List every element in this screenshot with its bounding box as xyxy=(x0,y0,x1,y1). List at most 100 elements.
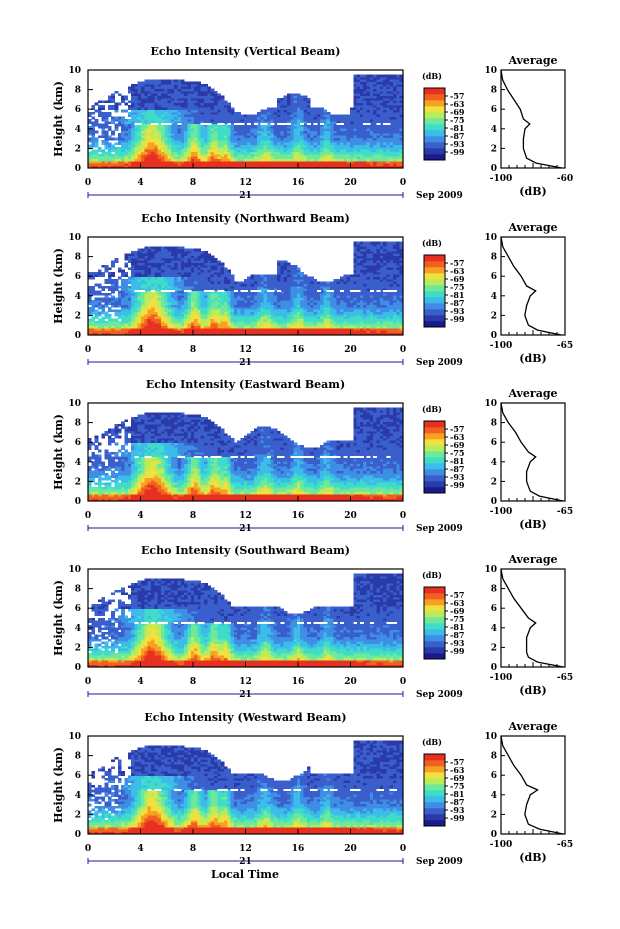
heatmap-cell xyxy=(260,130,265,134)
heatmap-cell xyxy=(124,265,129,268)
heatmap-cell xyxy=(170,316,175,320)
heatmap-cell xyxy=(88,119,92,122)
heatmap-cell xyxy=(177,300,182,303)
heatmap-cell xyxy=(141,142,145,146)
heatmap-cell xyxy=(107,112,112,115)
heatmap-cell xyxy=(277,300,281,303)
heatmap-cell xyxy=(399,105,404,108)
heatmap-cell xyxy=(141,119,145,122)
heatmap-cell xyxy=(210,332,215,336)
heatmap-cell xyxy=(316,133,321,136)
heatmap-cell xyxy=(197,267,202,271)
heatmap-cell xyxy=(286,279,291,282)
heatmap-cell xyxy=(343,121,348,125)
bright-band-gap xyxy=(363,122,368,125)
heatmap-cell xyxy=(117,116,122,120)
heatmap-cell xyxy=(393,142,397,146)
heatmap-cell xyxy=(233,323,238,327)
heatmap-cell xyxy=(373,112,377,115)
heatmap-cell xyxy=(207,253,212,257)
heatmap-cell xyxy=(207,154,212,157)
bright-band-gap xyxy=(270,122,275,125)
heatmap-cell xyxy=(313,109,318,113)
heatmap-cell xyxy=(379,79,384,83)
heatmap-cell xyxy=(160,262,165,266)
heatmap-cell xyxy=(320,128,324,132)
heatmap-cell xyxy=(340,137,344,141)
heatmap-cell xyxy=(88,311,92,315)
heatmap-cell xyxy=(373,133,377,136)
heatmap-cell xyxy=(396,84,401,87)
heatmap-cell xyxy=(389,135,394,139)
heatmap-cell xyxy=(293,307,298,310)
heatmap-cell xyxy=(137,93,142,97)
heatmap-cell xyxy=(353,84,357,87)
heatmap-cell xyxy=(286,323,291,327)
heatmap-cell xyxy=(376,147,381,150)
heatmap-cell xyxy=(194,142,198,146)
heatmap-cell xyxy=(356,137,361,141)
heatmap-cell xyxy=(97,314,102,317)
heatmap-cell xyxy=(253,321,258,324)
colorbar-swatch xyxy=(424,142,445,149)
heatmap-cell xyxy=(240,123,245,127)
heatmap-cell xyxy=(144,86,149,90)
heatmap-cell xyxy=(164,325,168,329)
heatmap-cell xyxy=(267,279,271,282)
heatmap-cell xyxy=(220,116,225,120)
heatmap-cell xyxy=(174,251,178,254)
heatmap-cell xyxy=(383,100,387,104)
heatmap-cell xyxy=(336,156,341,160)
heatmap-cell xyxy=(210,88,215,92)
heatmap-cell xyxy=(240,325,245,329)
heatmap-cell xyxy=(170,321,175,324)
heatmap-cell xyxy=(200,302,205,306)
heatmap-cell xyxy=(210,297,215,301)
heatmap-cell xyxy=(223,121,228,125)
heatmap-cell xyxy=(180,98,185,101)
heatmap-cell xyxy=(111,144,115,148)
heatmap-cell xyxy=(280,265,285,268)
heatmap-cell xyxy=(227,112,231,115)
heatmap-cell xyxy=(91,276,96,280)
heatmap-cell xyxy=(97,154,102,157)
heatmap-cell xyxy=(151,107,155,111)
heatmap-cell xyxy=(277,281,281,285)
heatmap-cell xyxy=(353,121,357,125)
heatmap-cell xyxy=(177,288,182,292)
heatmap-cell xyxy=(233,126,238,129)
heatmap-cell xyxy=(170,328,175,331)
heatmap-cell xyxy=(247,281,251,285)
heatmap-cell xyxy=(250,297,255,301)
heatmap-cell xyxy=(194,300,198,303)
heatmap-cell xyxy=(293,332,298,336)
heatmap-cell xyxy=(160,311,165,315)
heatmap-cell xyxy=(174,95,178,99)
heatmap-cell xyxy=(230,307,235,310)
heatmap-cell xyxy=(356,105,361,108)
heatmap-cell xyxy=(389,91,394,94)
heatmap-cell xyxy=(233,114,238,118)
heatmap-cell xyxy=(187,297,192,301)
heatmap-cell xyxy=(187,121,192,125)
heatmap-cell xyxy=(117,328,122,331)
heatmap-cell xyxy=(330,130,334,134)
heatmap-cell xyxy=(170,95,175,99)
heatmap-cell xyxy=(283,283,288,287)
heatmap-cell xyxy=(283,144,288,148)
heatmap-cell xyxy=(349,161,354,164)
heatmap-cell xyxy=(379,100,384,104)
heatmap-cell xyxy=(227,149,231,153)
heatmap-cell xyxy=(127,288,132,292)
heatmap-cell xyxy=(383,154,387,157)
heatmap-cell xyxy=(389,88,394,92)
heatmap-cell xyxy=(227,105,231,108)
heatmap-cell xyxy=(187,318,192,322)
heatmap-cell xyxy=(227,325,231,329)
heatmap-cell xyxy=(157,265,162,268)
heatmap-cell xyxy=(207,272,212,275)
heatmap-cell xyxy=(277,144,281,148)
heatmap xyxy=(88,241,404,336)
heatmap-cell xyxy=(310,163,314,167)
heatmap-cell xyxy=(227,309,231,313)
